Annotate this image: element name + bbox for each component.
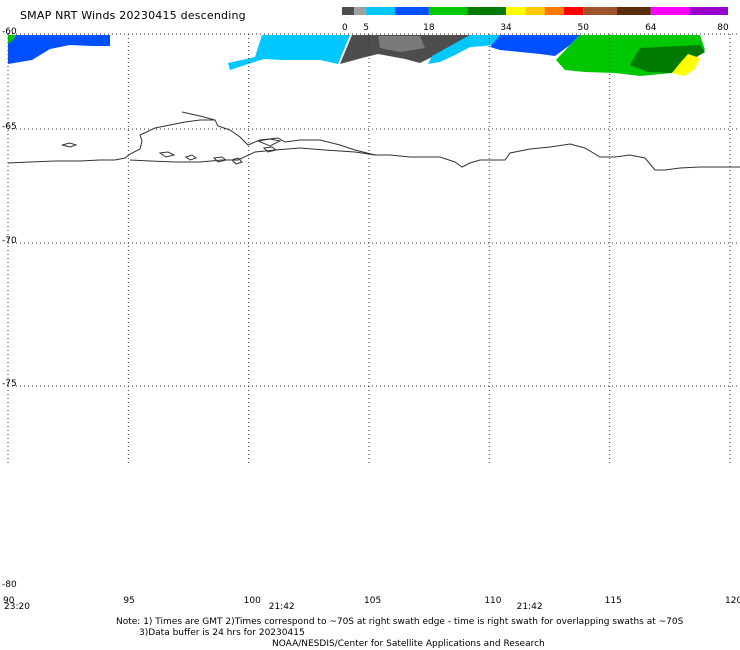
wind-swath-yellow [672,54,700,76]
colorbar-segment [525,7,545,15]
wind-swath-calm-light [378,36,425,52]
wind-swath-blue-2 [490,35,580,56]
colorbar-label: 18 [423,23,435,33]
colorbar-segment [467,7,507,15]
colorbar-segment [650,7,690,15]
note-line-2: 3)Data buffer is 24 hrs for 20230415 [139,628,305,638]
colorbar-label: 34 [500,23,512,33]
colorbar-label: 0 [342,23,348,33]
coastline-island-1 [61,142,78,148]
colorbar-segment [583,7,618,15]
note-line-1: Note: 1) Times are GMT 2)Times correspon… [116,617,684,627]
lon-tick-label: 105 [364,596,382,606]
colorbar-label: 80 [717,23,729,33]
colorbar-segment [689,7,728,15]
colorbar-segment [544,7,564,15]
colorbar-label: 50 [578,23,590,33]
colorbar-segment [354,7,367,15]
colorbar-segment [366,7,396,15]
coastline-island-3 [184,154,198,161]
map-title: SMAP NRT Winds 20230415 descending [20,9,246,22]
coastline-ice-shelf [129,147,376,163]
lon-tick-label: 110 [484,596,502,606]
antarctic-coastline [7,111,740,171]
coastline-inlet [181,111,216,121]
wind-swath-cyan-2 [428,35,500,64]
colorbar-segment [342,7,355,15]
lon-tick-label: 100 [243,596,261,606]
wind-swaths [8,35,705,76]
lon-tick-label: 115 [604,596,622,606]
swath-time-label: 23:20 [4,602,30,612]
coastline-island-5 [231,157,243,165]
lat-tick-label: -80 [2,580,17,590]
coastline-island-2 [158,151,176,158]
coastline-main [7,119,740,171]
colorbar-label: 5 [363,23,369,33]
wind-swath-cyan [228,35,350,70]
note-line-3: NOAA/NESDIS/Center for Satellite Applica… [272,639,545,649]
lat-tick-label: -60 [2,27,17,37]
swath-time-label: 21:42 [268,602,295,612]
wind-swath-left [8,35,110,64]
wind-speed-colorbar: 0 5 18 34 50 64 80 [342,7,729,33]
swath-time-label: 21:42 [516,602,543,612]
lon-tick-label: 95 [123,596,135,606]
lat-tick-label: -65 [2,122,17,132]
coastline-island-7 [262,146,278,153]
wind-swath-darkgreen [630,45,705,73]
map-grid [7,33,740,464]
colorbar-segment [617,7,651,15]
colorbar-segment [395,7,429,15]
colorbar-segment [428,7,468,15]
lat-tick-label: -70 [2,236,17,246]
wind-swath-left-edge [8,35,16,44]
colorbar-segment [506,7,526,15]
lon-tick-label: 90 [3,596,15,606]
coastline-island-4 [212,156,228,163]
lon-tick-label: 120 [725,596,740,606]
coastline-island-6 [256,138,282,147]
colorbar-label: 64 [645,23,657,33]
lat-tick-label: -75 [2,379,17,389]
colorbar-segment [563,7,584,15]
